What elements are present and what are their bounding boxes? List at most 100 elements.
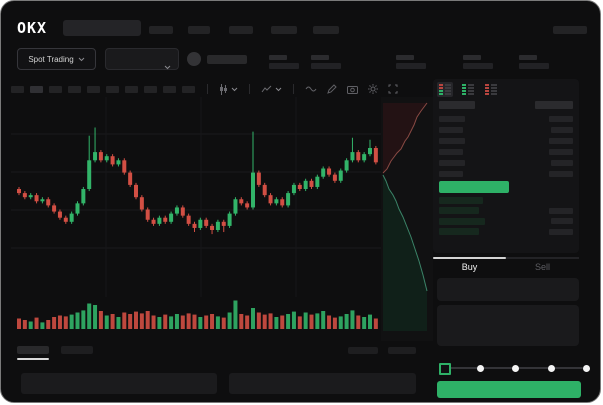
- settings-icon[interactable]: [368, 84, 378, 94]
- interval-button[interactable]: [144, 85, 157, 93]
- active-tab-underline: [17, 358, 49, 360]
- search-input[interactable]: [63, 20, 141, 36]
- price-placeholder: [439, 170, 463, 177]
- orderbook-view-modes: [437, 82, 499, 97]
- chart-toolbar: [11, 81, 431, 97]
- bottom-panel-placeholder: [21, 373, 217, 394]
- toolbar-separator: [249, 84, 250, 94]
- candlestick-chart-canvas[interactable]: [11, 97, 383, 337]
- market-type-dropdown[interactable]: Spot Trading: [17, 48, 96, 70]
- nav-item[interactable]: [229, 26, 253, 34]
- nav-item[interactable]: [313, 26, 339, 34]
- interval-button[interactable]: [68, 85, 81, 93]
- chart-bottom-tab[interactable]: [61, 346, 93, 354]
- chart-type-dropdown[interactable]: [219, 83, 238, 95]
- interval-button[interactable]: [106, 85, 119, 93]
- column-header-placeholder: [439, 101, 475, 109]
- toolbar-separator: [293, 84, 294, 94]
- chevron-down-icon: [164, 57, 171, 75]
- wave-icon[interactable]: [305, 85, 317, 93]
- slider-stop-dot[interactable]: [439, 363, 451, 375]
- slider-stop-dot[interactable]: [512, 364, 519, 372]
- slider-stop-dot[interactable]: [476, 364, 484, 372]
- price-placeholder: [439, 159, 465, 166]
- interval-button[interactable]: [87, 85, 100, 93]
- tab-sell[interactable]: Sell: [534, 262, 550, 272]
- interval-button[interactable]: [11, 85, 24, 93]
- book-combined-icon[interactable]: [437, 82, 453, 97]
- amount-placeholder: [549, 207, 573, 214]
- bid-price-placeholder: [439, 228, 479, 236]
- orderbook-ask-row[interactable]: [433, 135, 579, 146]
- orderbook-ask-row[interactable]: [433, 146, 579, 157]
- last-price-bar: [439, 181, 509, 193]
- bottom-panel-placeholder: [229, 373, 416, 394]
- interval-button[interactable]: [49, 85, 62, 93]
- book-asks-icon[interactable]: [483, 82, 499, 97]
- price-placeholder: [439, 137, 465, 144]
- amount-placeholder: [535, 101, 573, 109]
- amount-placeholder: [551, 159, 573, 166]
- interval-button[interactable]: [163, 85, 176, 93]
- order-amount-input[interactable]: [437, 305, 579, 346]
- okx-logo[interactable]: OKX: [17, 19, 48, 37]
- order-price-input[interactable]: [437, 278, 579, 301]
- ticker-stat: [396, 55, 426, 69]
- chart-bottom-tab-active[interactable]: [17, 346, 49, 354]
- amount-percent-slider[interactable]: [437, 361, 590, 375]
- book-bids-icon[interactable]: [460, 82, 476, 97]
- tab-buy[interactable]: Buy: [461, 262, 478, 272]
- orderbook-bid-row[interactable]: [433, 216, 579, 227]
- pencil-icon[interactable]: [327, 84, 337, 94]
- top-nav-right-item[interactable]: [553, 26, 587, 34]
- interval-button[interactable]: [30, 85, 43, 93]
- indicators-dropdown[interactable]: [261, 85, 282, 94]
- ticker-stat: [269, 55, 299, 69]
- slider-stop-dot[interactable]: [583, 364, 590, 372]
- orderbook-header-row[interactable]: [433, 97, 579, 113]
- tabs-divider: [433, 257, 579, 259]
- amount-placeholder: [549, 148, 573, 155]
- amount-placeholder: [549, 170, 573, 177]
- amount-placeholder: [551, 126, 573, 133]
- token-logo-icon: [187, 52, 201, 66]
- nav-item[interactable]: [188, 26, 210, 34]
- orderbook-ask-row[interactable]: [433, 157, 579, 168]
- price-placeholder: [439, 126, 463, 133]
- nav-item[interactable]: [149, 26, 173, 34]
- price-placeholder: [439, 115, 465, 122]
- ticker-stat: [311, 55, 341, 69]
- amount-placeholder: [551, 218, 573, 225]
- ticker-stat: [519, 55, 549, 69]
- orderbook-ask-row[interactable]: [433, 168, 579, 179]
- buy-tab-indicator: [433, 257, 506, 259]
- interval-button[interactable]: [182, 85, 195, 93]
- orderbook-bid-row[interactable]: [433, 227, 579, 238]
- interval-button[interactable]: [125, 85, 138, 93]
- amount-placeholder: [549, 228, 573, 235]
- chart-bottom-right-item[interactable]: [348, 347, 378, 354]
- orderbook-last-price-row[interactable]: [433, 179, 579, 195]
- market-depth-chart: [381, 97, 433, 341]
- orderbook-ask-row[interactable]: [433, 124, 579, 135]
- orderbook-bid-row[interactable]: [433, 206, 579, 217]
- orderbook: [433, 97, 579, 237]
- camera-icon[interactable]: [347, 85, 358, 94]
- toolbar-separator: [207, 84, 208, 94]
- chevron-down-icon: [78, 55, 85, 64]
- chart-bottom-right-item[interactable]: [388, 347, 416, 354]
- price-placeholder: [439, 148, 463, 155]
- nav-item[interactable]: [271, 26, 297, 34]
- bid-price-placeholder: [439, 207, 479, 215]
- bid-price-placeholder: [439, 196, 483, 204]
- fullscreen-icon[interactable]: [388, 84, 398, 94]
- market-type-label: Spot Trading: [28, 54, 74, 64]
- buy-submit-button[interactable]: [437, 381, 581, 398]
- orderbook-ask-row[interactable]: [433, 113, 579, 124]
- slider-stop-dot[interactable]: [547, 364, 555, 372]
- orderbook-bid-row[interactable]: [433, 195, 579, 206]
- pair-name-placeholder: [207, 55, 247, 64]
- ticker-stat: [463, 55, 493, 69]
- pair-selector-dropdown[interactable]: [105, 48, 179, 70]
